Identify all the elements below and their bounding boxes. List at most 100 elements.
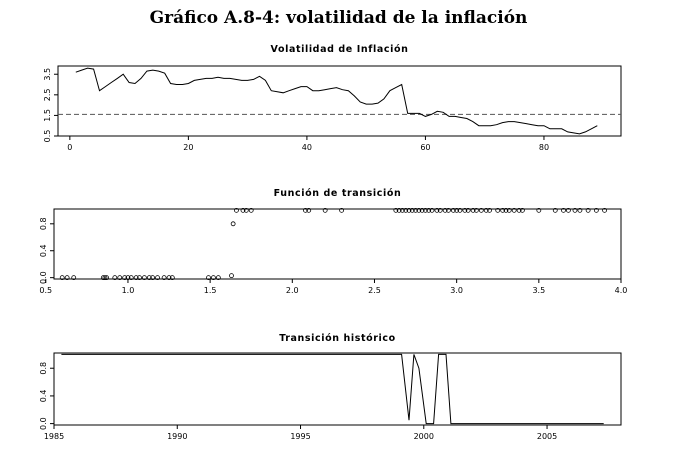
data-point xyxy=(454,207,460,213)
data-point xyxy=(437,207,443,213)
data-point xyxy=(393,207,399,213)
data-point xyxy=(161,275,167,281)
x-tick-label: 1995 xyxy=(290,432,310,441)
x-tick-label: 80 xyxy=(539,143,549,152)
data-point xyxy=(102,275,108,281)
data-point xyxy=(155,275,160,281)
data-point xyxy=(450,207,456,213)
x-tick-label: 1990 xyxy=(167,432,187,441)
data-point xyxy=(406,207,412,213)
data-point xyxy=(71,275,77,281)
x-tick-label: 60 xyxy=(420,143,430,152)
data-point xyxy=(100,275,106,281)
data-point xyxy=(577,207,583,213)
x-tick-label: 2.5 xyxy=(368,286,381,295)
data-point xyxy=(150,275,156,281)
data-point xyxy=(495,207,501,213)
data-point xyxy=(122,275,128,281)
series-line xyxy=(61,353,604,425)
data-point xyxy=(117,275,123,281)
plot-frame xyxy=(53,208,622,280)
data-point xyxy=(462,207,468,213)
y-tick-label: 1.5 xyxy=(43,109,52,122)
data-point xyxy=(141,275,147,281)
data-point xyxy=(572,207,578,213)
data-point xyxy=(500,207,506,213)
data-point xyxy=(473,207,479,213)
data-point xyxy=(511,207,517,213)
data-point xyxy=(125,275,131,281)
data-point xyxy=(409,207,415,213)
data-point xyxy=(112,275,118,281)
data-point xyxy=(416,207,422,213)
data-point xyxy=(400,207,405,213)
x-tick-label: 2.0 xyxy=(286,286,299,295)
x-tick-label: 4.0 xyxy=(615,286,628,295)
x-tick-label: 1.5 xyxy=(204,286,217,295)
data-point xyxy=(396,207,402,213)
data-point xyxy=(487,207,492,213)
y-tick-label: 0.8 xyxy=(39,362,48,375)
data-point xyxy=(516,207,522,213)
data-point xyxy=(561,207,566,213)
data-point xyxy=(322,207,328,213)
chart-panel-1: Volatilidad de Inflación 0 20 40 60 80 0.5 1.5 2… xyxy=(43,44,622,152)
y-tick-label: 0.0 xyxy=(39,271,48,284)
y-tick-label: 3.5 xyxy=(43,68,52,81)
x-tick-label: 1.0 xyxy=(122,286,135,295)
series-line xyxy=(75,67,598,135)
data-point xyxy=(426,207,432,213)
x-tick-label: 40 xyxy=(302,143,312,152)
chart-panel-3: Transición histórico 1985 1990 1995 2000 2005… xyxy=(39,333,622,441)
y-tick-label: 0.8 xyxy=(39,217,48,230)
chart-panel-2: Función de transición 0.5 1.0 1.5 2.0 2.5 3.0 3… xyxy=(39,188,627,295)
data-point xyxy=(234,207,239,213)
data-point xyxy=(457,207,463,213)
data-point xyxy=(339,207,345,213)
data-point xyxy=(169,275,175,281)
data-point xyxy=(215,275,221,281)
data-point xyxy=(429,207,435,213)
data-point xyxy=(137,275,142,281)
data-point xyxy=(146,275,152,281)
data-point xyxy=(423,207,428,213)
data-point xyxy=(585,207,591,213)
data-point xyxy=(536,207,542,213)
data-point xyxy=(478,207,484,213)
data-point xyxy=(552,207,558,213)
plot-frame xyxy=(57,65,622,137)
data-point xyxy=(503,207,509,213)
data-point xyxy=(230,221,236,227)
data-point xyxy=(104,275,109,281)
data-point xyxy=(413,207,418,213)
data-point xyxy=(306,207,312,213)
data-point xyxy=(506,207,512,213)
plot-frame xyxy=(53,352,622,426)
x-tick-label: 0.5 xyxy=(39,286,52,295)
data-point xyxy=(483,207,489,213)
data-point xyxy=(64,275,70,281)
data-point xyxy=(229,273,234,279)
x-tick-label: 2000 xyxy=(414,432,434,441)
x-tick-label: 20 xyxy=(183,143,193,152)
data-point xyxy=(243,207,249,213)
data-point xyxy=(166,275,172,281)
data-point xyxy=(446,207,451,213)
data-point xyxy=(248,207,254,213)
chart-title: Función de transición xyxy=(274,188,402,199)
data-point xyxy=(566,207,571,213)
chart-title: Volatilidad de Inflación xyxy=(271,44,409,55)
data-point xyxy=(593,207,599,213)
data-point xyxy=(133,275,139,281)
data-point xyxy=(240,207,246,213)
y-tick-label: 0.0 xyxy=(39,417,48,430)
page-title: Gráfico A.8-4: volatilidad de la inflaci… xyxy=(149,8,528,28)
data-point xyxy=(211,275,216,281)
data-point xyxy=(419,207,425,213)
data-point xyxy=(602,207,607,213)
data-point xyxy=(59,275,65,281)
x-tick-label: 1985 xyxy=(44,432,64,441)
y-tick-label: 2.5 xyxy=(43,88,52,101)
data-point xyxy=(470,207,476,213)
